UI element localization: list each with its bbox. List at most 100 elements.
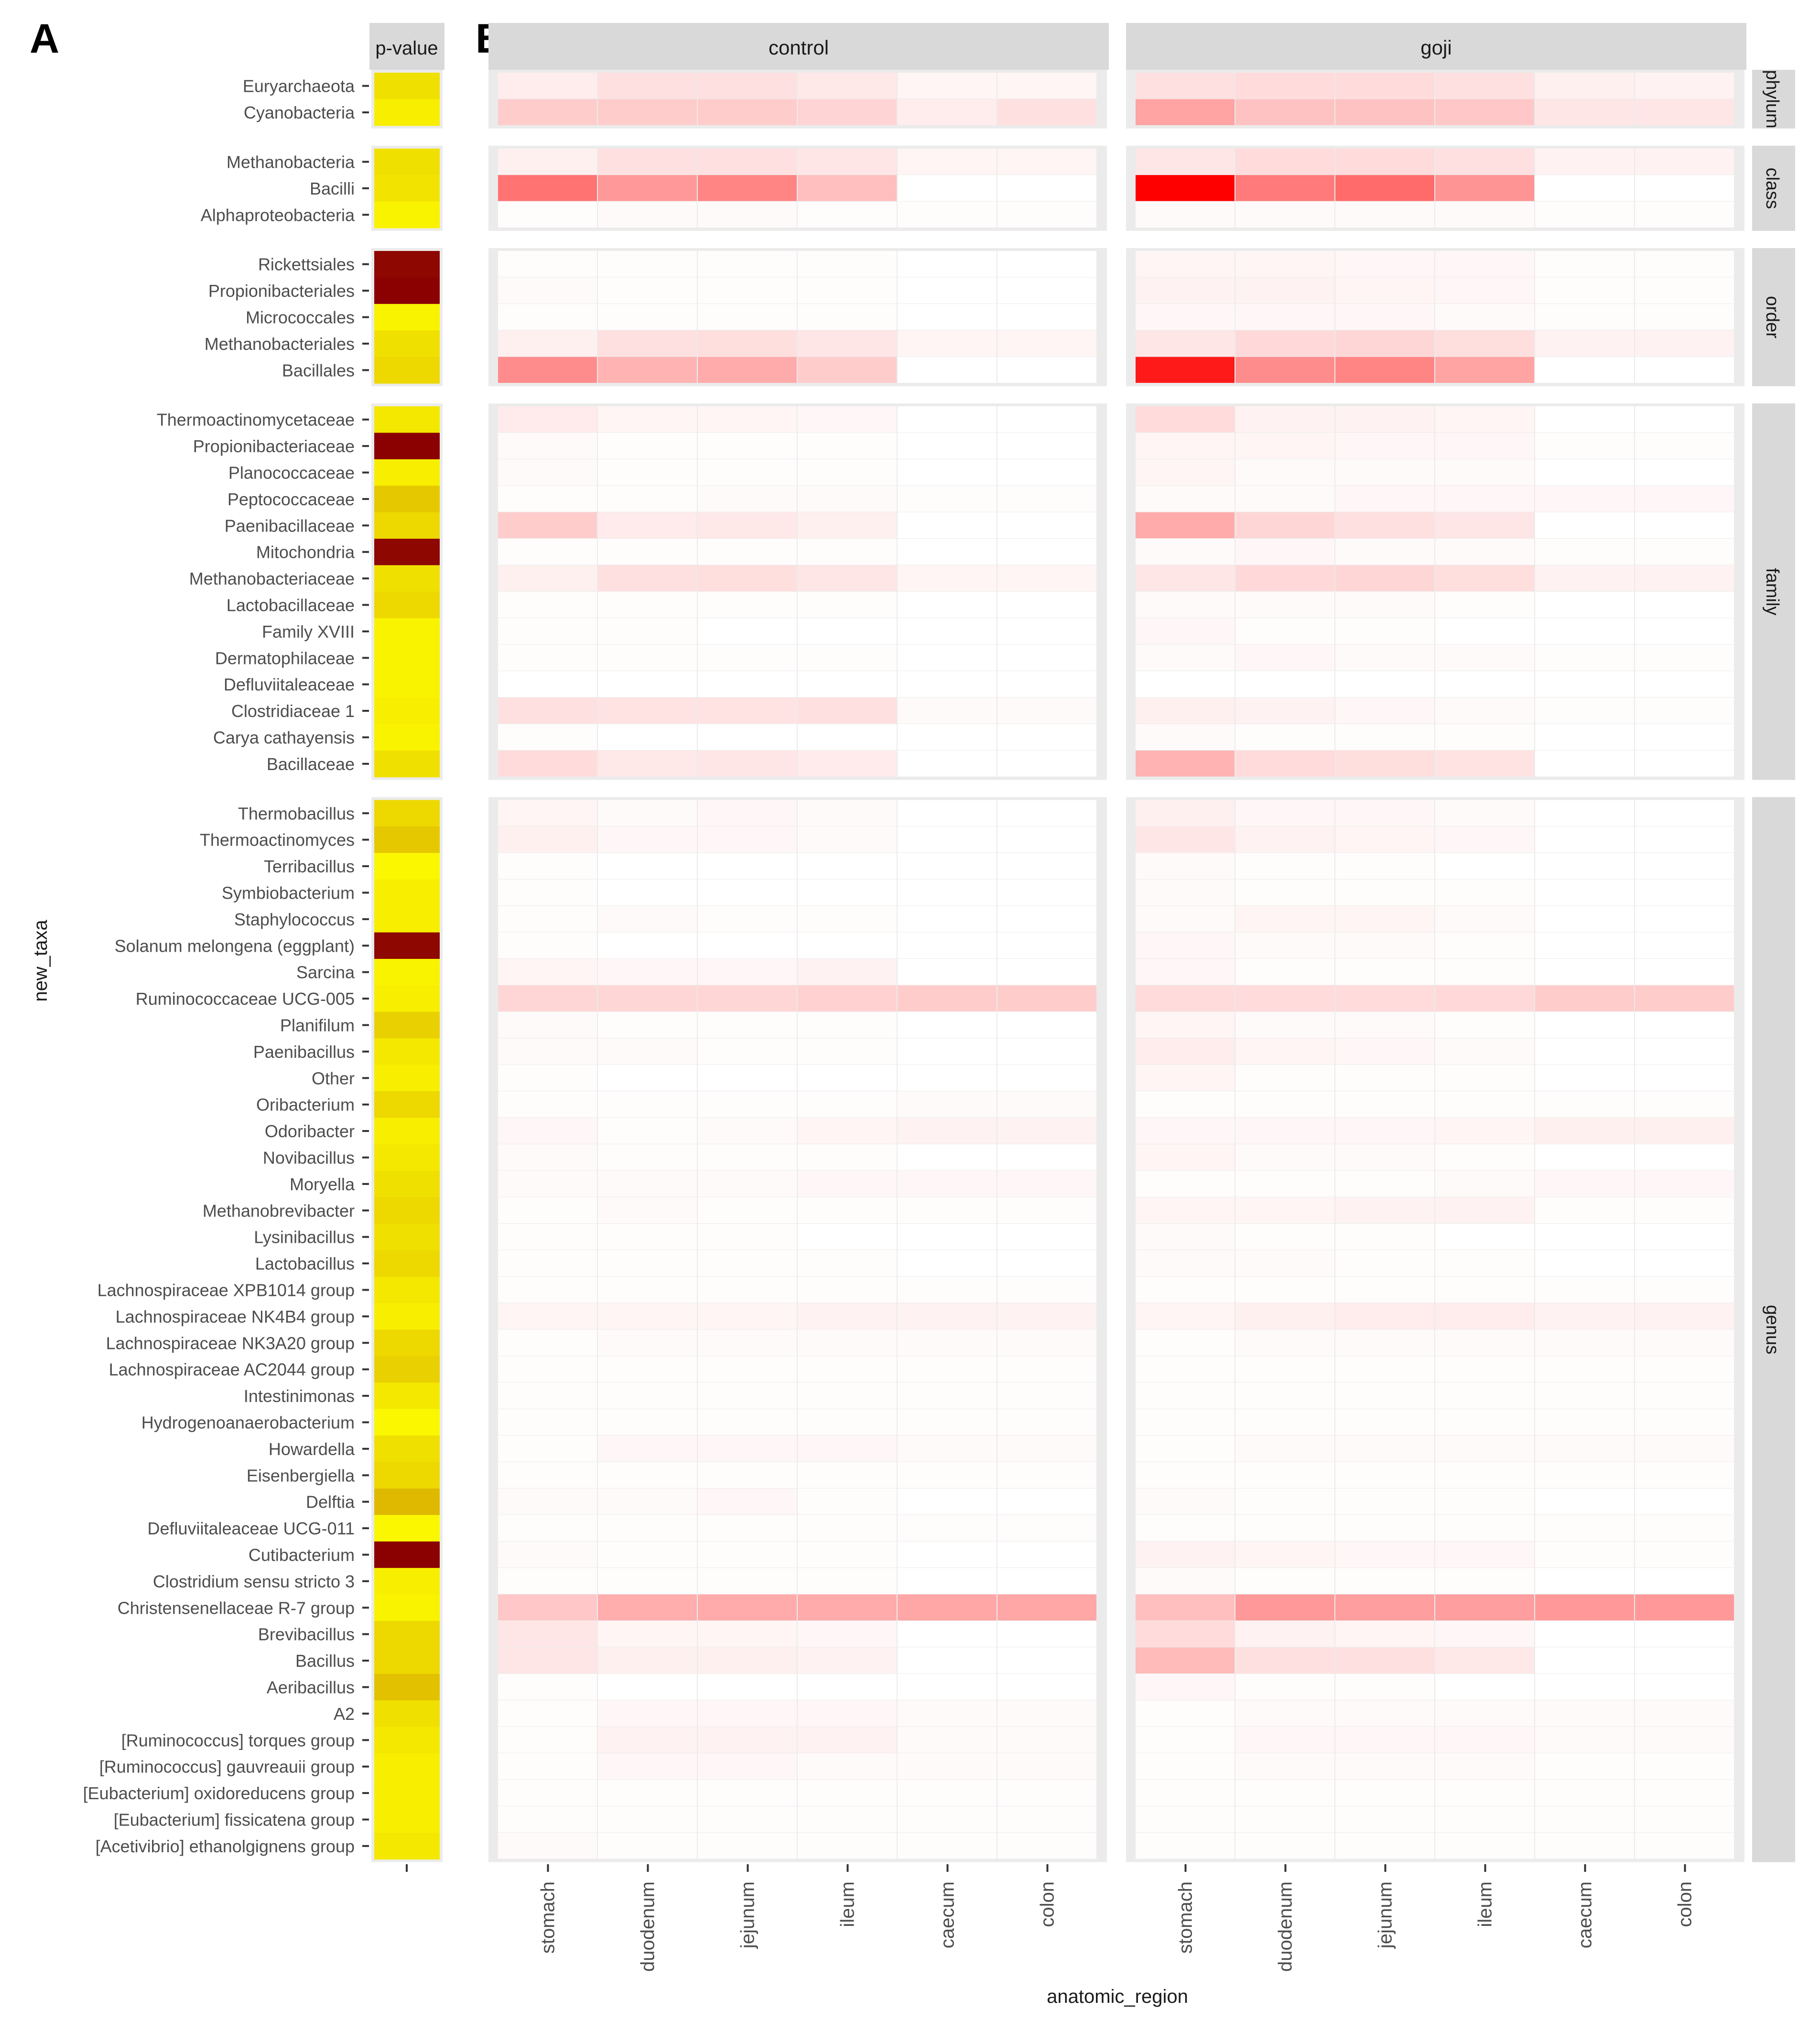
heat-cell-control (997, 1276, 1096, 1303)
heat-cell-goji (1535, 539, 1634, 565)
heat-cell-control (598, 800, 697, 826)
heat-cell-control (698, 1462, 797, 1488)
heat-cell-control (798, 304, 897, 330)
heat-cell-control (798, 1700, 897, 1727)
heat-cell-goji (1635, 906, 1734, 932)
heat-cell-control (798, 1727, 897, 1753)
heat-cell-control (698, 1489, 797, 1515)
heat-cell-goji (1535, 1171, 1634, 1197)
heat-cell-goji (1435, 1224, 1534, 1250)
heat-cell-control (698, 1568, 797, 1594)
heat-cell-control (598, 201, 697, 228)
heat-cell-goji (1435, 406, 1534, 433)
heat-cell-control (898, 1011, 997, 1038)
heat-cell-control (898, 565, 997, 591)
heat-cell-control (598, 959, 697, 985)
heat-cell-goji (1335, 1806, 1434, 1833)
heat-cell-control (798, 1594, 897, 1620)
heat-cell-control (997, 853, 1096, 879)
heat-cell-control (498, 1382, 597, 1409)
pvalue-cell (374, 932, 440, 959)
pvalue-cell (374, 985, 440, 1012)
heat-cell-control (997, 1250, 1096, 1276)
taxon-label: Sarcina (296, 963, 355, 982)
heat-cell-control (798, 1091, 897, 1118)
heat-cell-goji (1435, 1276, 1534, 1303)
heat-cell-control (598, 879, 697, 906)
heat-cell-goji (1235, 1118, 1334, 1144)
heat-cell-goji (1235, 459, 1334, 486)
heat-cell-goji (1136, 826, 1235, 853)
heat-cell-goji (1136, 1753, 1235, 1780)
heat-cell-control (698, 1276, 797, 1303)
heat-cell-control (598, 1356, 697, 1382)
taxon-label: Euryarchaeota (243, 76, 355, 96)
heat-cell-control (798, 1833, 897, 1859)
heat-cell-goji (1136, 1435, 1235, 1462)
heat-cell-control (997, 1144, 1096, 1171)
heat-cell-control (898, 1647, 997, 1673)
heat-cell-goji (1535, 175, 1634, 201)
heat-cell-control (997, 800, 1096, 826)
heat-cell-goji (1435, 565, 1534, 591)
heat-cell-control (698, 1727, 797, 1753)
taxon-label: Lactobacillus (255, 1254, 355, 1273)
heat-cell-control (598, 906, 697, 932)
heat-cell-goji (1635, 800, 1734, 826)
heat-cell-goji (1136, 73, 1235, 99)
heat-cell-control (698, 1753, 797, 1780)
heat-cell-goji (1136, 1171, 1235, 1197)
heat-cell-goji (1335, 251, 1434, 277)
heat-cell-goji (1235, 512, 1334, 538)
heat-cell-goji (1435, 1038, 1534, 1065)
heat-cell-goji (1435, 433, 1534, 459)
heat-cell-control (598, 1144, 697, 1171)
pvalue-cell (374, 1594, 440, 1621)
heat-cell-goji (1635, 539, 1734, 565)
heat-cell-control (898, 1700, 997, 1727)
heat-cell-goji (1235, 591, 1334, 618)
heat-cell-control (498, 1780, 597, 1806)
heat-cell-control (498, 1356, 597, 1382)
taxon-label: Thermobacillus (238, 804, 355, 823)
heat-cell-control (698, 330, 797, 357)
heat-cell-control (997, 304, 1096, 330)
heat-cell-control (997, 697, 1096, 724)
pvalue-cell (374, 277, 440, 304)
taxon-label: Methanobacteriaceae (189, 569, 355, 588)
pvalue-cell (374, 1038, 440, 1065)
heat-cell-goji (1435, 486, 1534, 512)
heat-cell-goji (1136, 1673, 1235, 1700)
heat-cell-goji (1635, 1091, 1734, 1118)
heat-cell-control (698, 304, 797, 330)
heat-cell-control (698, 932, 797, 958)
heat-cell-goji (1335, 1329, 1434, 1356)
heat-cell-goji (1235, 1276, 1334, 1303)
heat-cell-goji (1535, 406, 1634, 433)
heat-cell-control (598, 618, 697, 644)
heat-cell-control (898, 1250, 997, 1276)
heat-cell-goji (1235, 1356, 1334, 1382)
taxon-label: Moryella (290, 1174, 355, 1194)
taxon-label: Terribacillus (264, 857, 355, 876)
heat-cell-goji (1235, 148, 1334, 175)
heat-cell-control (898, 1833, 997, 1859)
heat-cell-control (598, 486, 697, 512)
heat-cell-goji (1136, 1250, 1235, 1276)
heat-cell-goji (1235, 1700, 1334, 1727)
heat-cell-goji (1635, 1489, 1734, 1515)
heat-cell-goji (1235, 1673, 1334, 1700)
taxon-label: Micrococcales (246, 308, 355, 327)
heat-cell-goji (1235, 357, 1334, 383)
heat-cell-control (798, 853, 897, 879)
heat-cell-goji (1535, 1250, 1634, 1276)
heat-cell-goji (1235, 1833, 1334, 1859)
heat-cell-goji (1335, 879, 1434, 906)
heat-cell-control (997, 1038, 1096, 1065)
heat-cell-control (997, 1329, 1096, 1356)
heat-cell-control (498, 1700, 597, 1727)
heat-cell-goji (1335, 1541, 1434, 1568)
heat-cell-goji (1235, 304, 1334, 330)
heat-cell-goji (1136, 357, 1235, 383)
